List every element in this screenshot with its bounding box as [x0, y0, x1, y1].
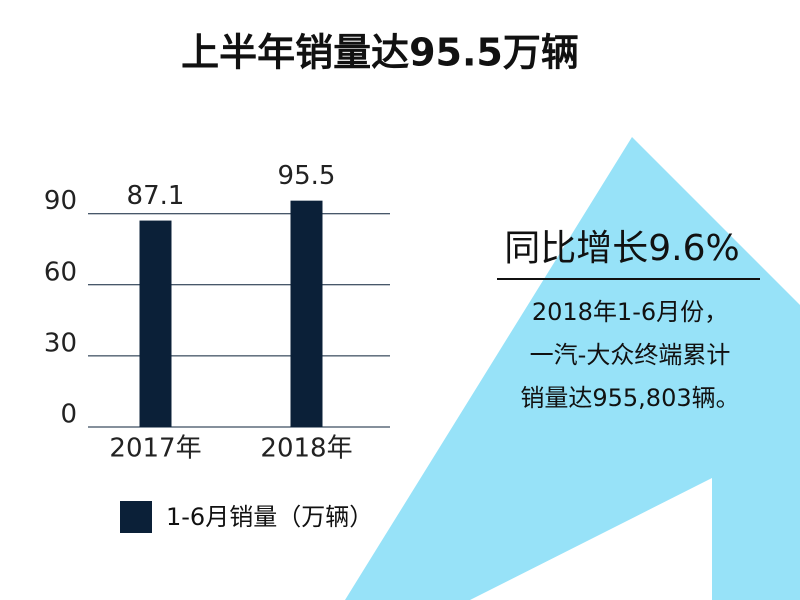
y-tick-label: 90 — [44, 186, 77, 216]
callout-line: 2018年1-6月份， — [532, 298, 728, 326]
bar — [290, 200, 323, 427]
data-label: 95.5 — [278, 161, 336, 191]
y-tick-label: 60 — [44, 257, 77, 287]
background-arrow — [345, 137, 800, 600]
y-tick-label: 30 — [44, 328, 77, 358]
x-tick-label: 2018年 — [260, 434, 352, 464]
callout-line: 一汽-大众终端累计 — [530, 341, 731, 369]
data-label: 87.1 — [127, 181, 185, 211]
legend-label: 1-6月销量（万辆） — [166, 503, 373, 531]
callout-heading: 同比增长9.6% — [504, 228, 739, 269]
chart-title: 上半年销量达95.5万辆 — [181, 31, 579, 75]
y-tick-label: 0 — [60, 400, 77, 430]
bar — [139, 220, 172, 427]
legend-swatch — [120, 501, 152, 533]
x-tick-label: 2017年 — [109, 434, 201, 464]
callout-line: 销量达955,803辆。 — [520, 384, 739, 412]
